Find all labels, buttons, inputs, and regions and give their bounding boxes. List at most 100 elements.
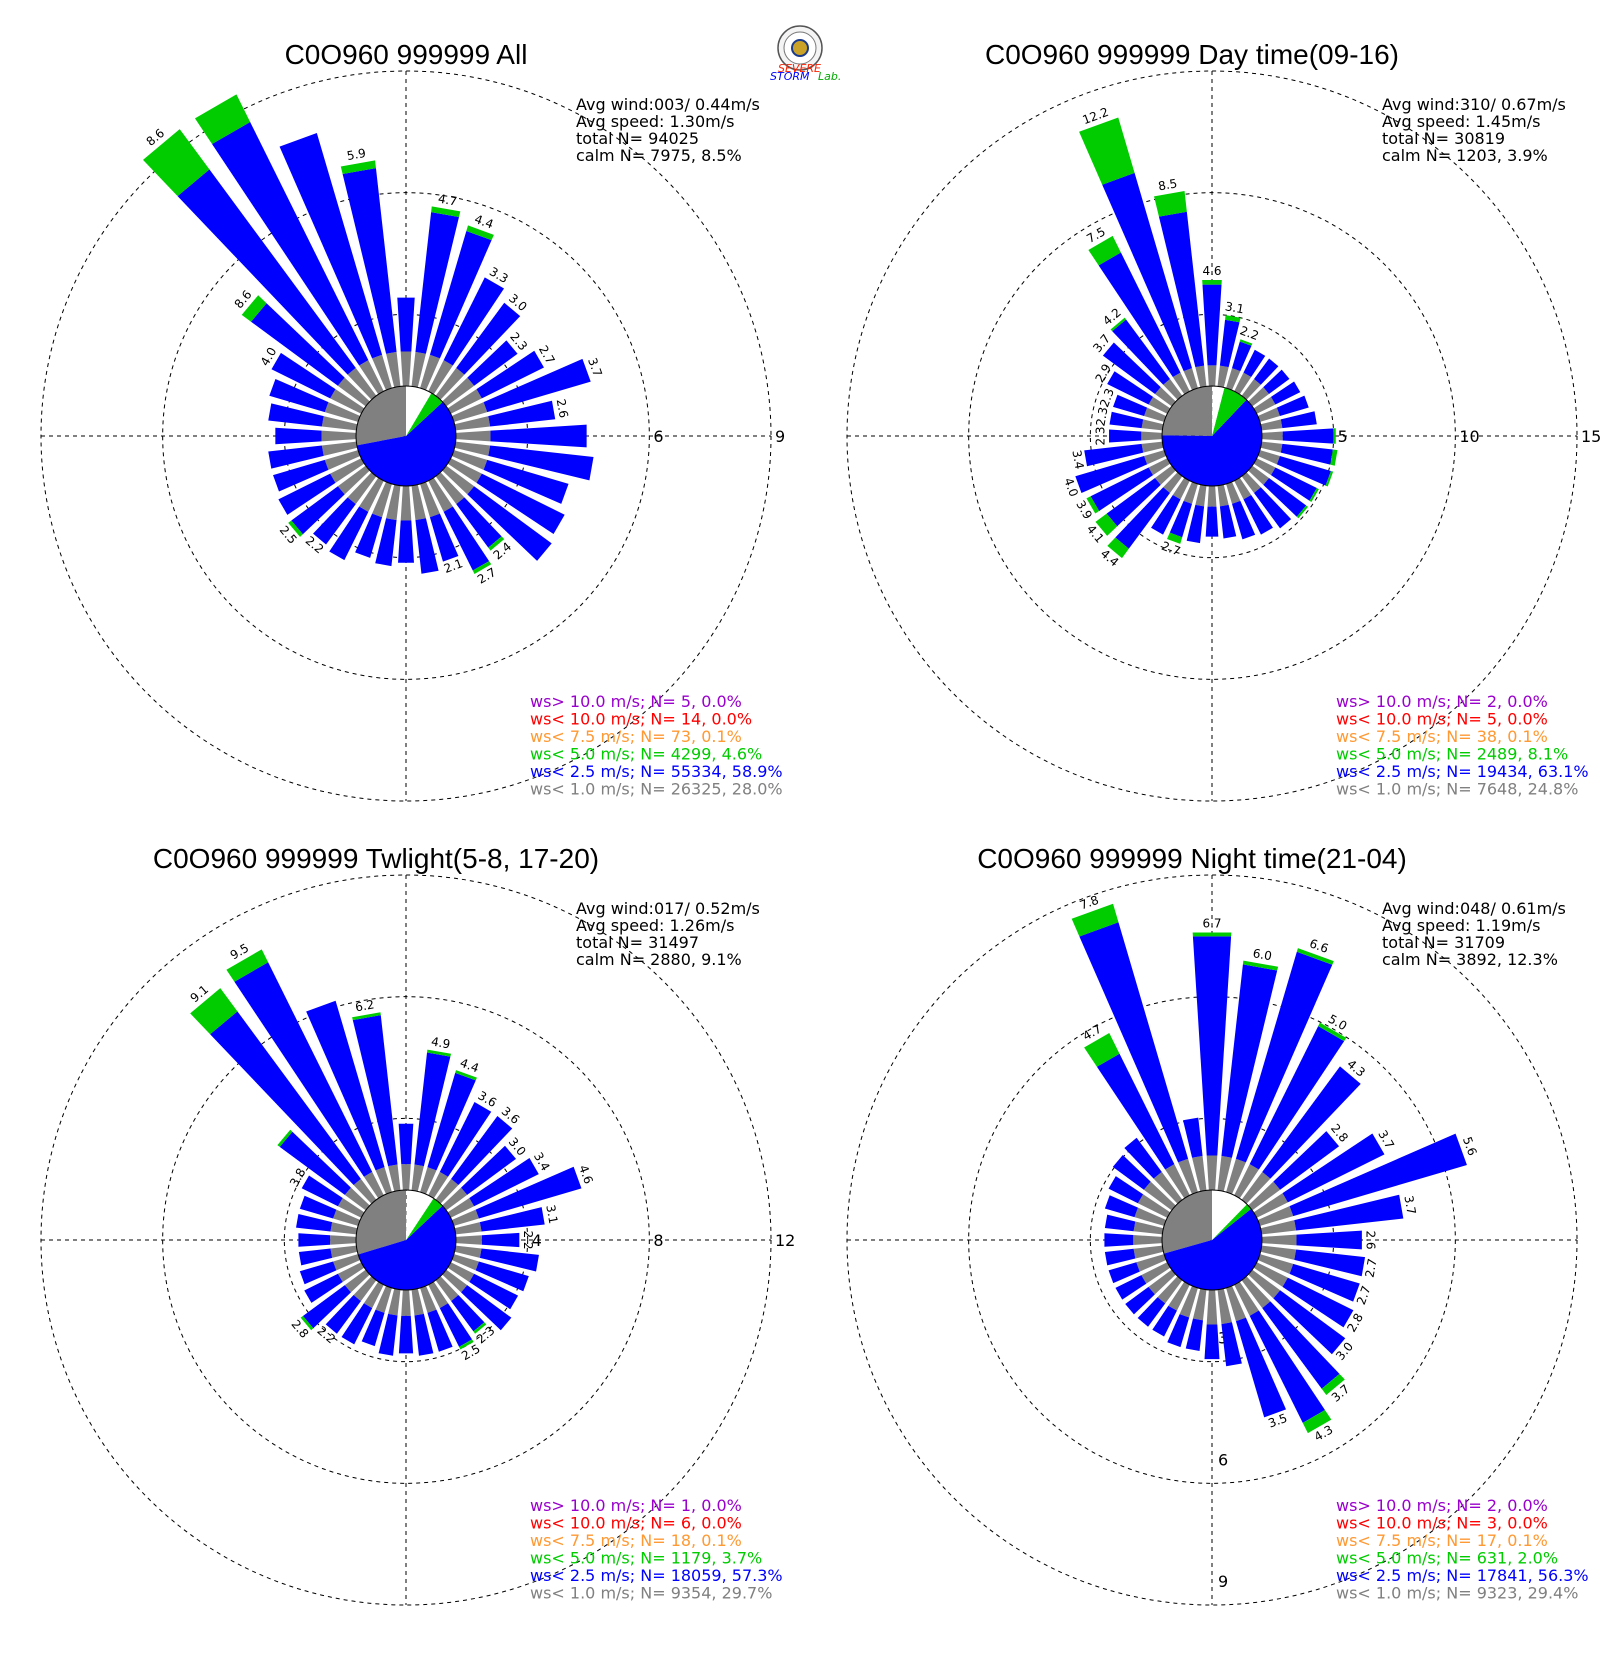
bar-segment-blue — [1108, 1176, 1144, 1204]
bar-segment-gray — [447, 1197, 475, 1218]
bar-segment-blue — [1249, 1310, 1325, 1423]
bar-segment-gray — [330, 1245, 358, 1258]
bar-segment-blue — [1185, 1318, 1203, 1351]
bar-segment-gray — [388, 1164, 401, 1192]
bar-segment-blue — [1273, 1131, 1340, 1190]
pie-slice-gray — [1162, 1190, 1212, 1254]
bar-segment-green — [190, 988, 238, 1035]
bar-segment-blue — [1202, 284, 1222, 366]
bar-segment-green — [1154, 191, 1187, 217]
bar-segment-blue — [1084, 443, 1144, 467]
bar-segment-gray — [363, 1281, 384, 1309]
bar-segment-gray — [1155, 387, 1176, 407]
bar-segment-gray — [428, 360, 453, 395]
bar-segment-blue — [469, 1157, 539, 1207]
bar-segment-green — [143, 129, 210, 197]
bar-segment-blue — [268, 445, 324, 469]
bar-segment-gray — [330, 1222, 358, 1235]
bar-segment-blue — [1186, 504, 1205, 544]
bar-segment-green — [1333, 428, 1336, 444]
bar-segment-blue — [299, 1195, 337, 1219]
bar-segment-gray — [1144, 407, 1167, 422]
ring-2 — [162, 192, 650, 680]
pie-outline — [1161, 1189, 1263, 1291]
pie-slice-blue — [356, 402, 457, 487]
legend-item-blue: ws< 2.5 m/s; N= 18059, 57.3% — [530, 1566, 783, 1585]
bar-segment-gray — [1234, 372, 1252, 395]
bar-segment-blue — [483, 459, 569, 504]
bar-value-label: 4.9 — [430, 1034, 451, 1051]
bar-segment-gray — [1195, 365, 1207, 388]
panel-title: C0O960 999999 All — [285, 39, 528, 70]
bar-segment-green — [1309, 488, 1319, 503]
bar-segment-gray — [1144, 450, 1167, 465]
bar-segment-gray — [1241, 472, 1261, 493]
bar-segment-blue — [1152, 1305, 1177, 1337]
ring-label: 4 — [532, 1231, 542, 1250]
bar-value-label: 3.7 — [585, 356, 605, 379]
bar-segment-gray — [411, 1164, 424, 1192]
bar-segment-green — [466, 225, 494, 241]
pie-outline — [1161, 385, 1263, 487]
bar-segment-gray — [330, 1235, 357, 1245]
pie-slice-blue — [358, 1205, 457, 1291]
bar-value-label: 2.2 — [1238, 323, 1261, 343]
bar-segment-blue — [273, 459, 329, 492]
bar-segment-blue — [479, 1248, 539, 1272]
stat-avg-wind: Avg wind:310/ 0.67m/s — [1382, 95, 1566, 114]
legend-item-red: ws< 10.0 m/s; N= 14, 0.0% — [530, 710, 752, 729]
ring-3 — [846, 70, 1578, 802]
bar-segment-blue — [1104, 1248, 1136, 1266]
bar-value-label: 3.4 — [1069, 449, 1086, 470]
bar-segment-blue — [1273, 1290, 1346, 1355]
bar-segment-gray — [347, 472, 377, 505]
bar-value-label: 4.4 — [473, 212, 496, 232]
bar-segment-blue — [415, 518, 439, 574]
bar-segment-blue — [299, 1261, 337, 1285]
ring-3 — [40, 70, 772, 802]
ring-label: 9 — [1218, 1572, 1228, 1591]
logo-text-severe: SEVERE — [778, 62, 821, 75]
bar-segment-gray — [1226, 1285, 1246, 1322]
legend-item-green: ws< 5.0 m/s; N= 2489, 8.1% — [1336, 745, 1568, 764]
panel-title: C0O960 999999 Twlight(5-8, 17-20) — [153, 843, 599, 874]
bar-segment-gray — [347, 367, 377, 400]
bar-segment-blue — [481, 1232, 520, 1248]
bar-segment-gray — [1248, 465, 1269, 485]
bar-segment-blue — [1079, 922, 1189, 1163]
bar-segment-blue — [456, 302, 521, 375]
bar-segment-gray — [1253, 396, 1276, 414]
legend-item-orange: ws< 7.5 m/s; N= 17, 0.1% — [1336, 1531, 1548, 1550]
ring-label: 9 — [775, 427, 785, 446]
bar-segment-blue — [488, 400, 556, 427]
bar-segment-blue — [279, 133, 383, 359]
legend-item-gray: ws< 1.0 m/s; N= 9354, 29.7% — [530, 1584, 772, 1603]
bar-segment-blue — [268, 403, 324, 427]
bar-segment-blue — [1104, 1233, 1134, 1247]
bar-segment-gray — [1133, 1235, 1163, 1245]
bar-segment-blue — [1243, 494, 1273, 535]
bar-segment-blue — [1282, 1133, 1385, 1203]
bar-segment-gray — [1134, 1207, 1167, 1226]
bar-segment-gray — [1226, 481, 1241, 504]
bar-segment-gray — [1253, 458, 1276, 476]
bar-segment-green — [459, 1339, 474, 1350]
bar-segment-blue — [234, 962, 373, 1177]
bar-segment-gray — [1217, 365, 1229, 388]
bar-segment-green — [455, 1070, 477, 1081]
bar-segment-blue — [1249, 1026, 1345, 1170]
ring-label: 15 — [1581, 427, 1601, 446]
bar-segment-blue — [461, 1285, 512, 1331]
bar-segment-green — [427, 1049, 452, 1057]
bar-segment-gray — [363, 1171, 384, 1199]
ring-3 — [40, 874, 772, 1606]
bar-segment-gray — [1217, 1288, 1232, 1325]
bar-segment-gray — [1172, 477, 1190, 500]
bar-segment-blue — [210, 1011, 361, 1185]
bar-segment-green — [1242, 960, 1279, 971]
stat-avg-wind: Avg wind:003/ 0.44m/s — [576, 95, 760, 114]
bar-segment-green — [473, 1322, 487, 1334]
ring-label: 12 — [775, 1231, 795, 1250]
bar-segment-blue — [341, 1303, 373, 1345]
bar-segment-gray — [400, 351, 412, 387]
